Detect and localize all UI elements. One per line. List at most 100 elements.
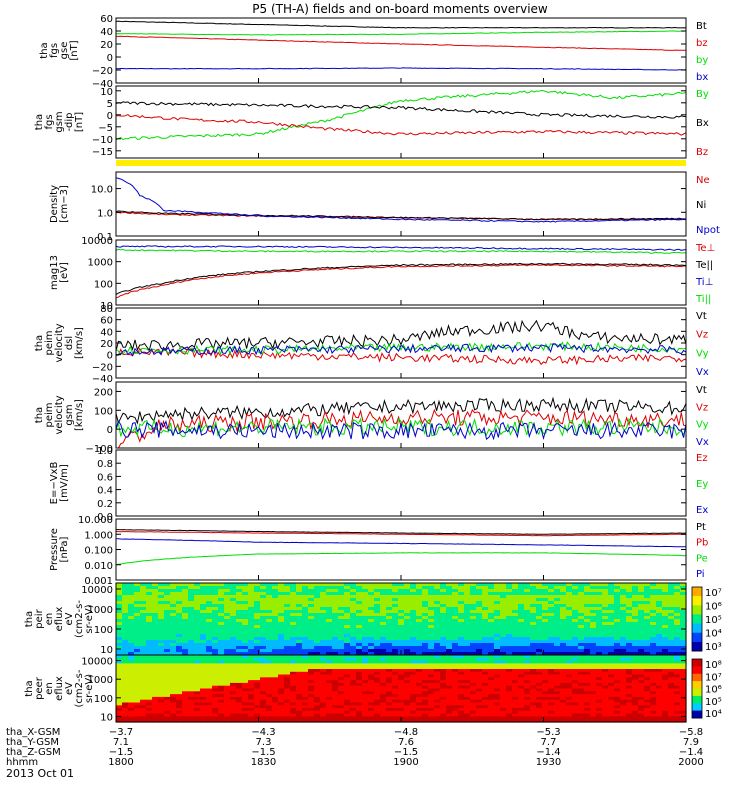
heatmap-cell: [146, 598, 153, 602]
heatmap-cell: [332, 622, 339, 626]
heatmap-cell: [308, 666, 315, 670]
heatmap-cell: [128, 688, 135, 692]
heatmap-cell: [650, 643, 657, 647]
heatmap-cell: [632, 601, 639, 605]
heatmap-cell: [494, 710, 501, 715]
heatmap-cell: [506, 637, 513, 641]
heatmap-cell: [266, 669, 273, 673]
heatmap-cell: [350, 640, 357, 644]
heatmap-cell: [218, 680, 225, 684]
y-tick-label: −20: [92, 66, 113, 77]
heatmap-cell: [584, 619, 591, 623]
heatmap-cell: [464, 598, 471, 602]
heatmap-cell: [506, 589, 513, 593]
heatmap-cell: [314, 699, 321, 704]
heatmap-cell: [140, 705, 147, 709]
heatmap-cell: [476, 649, 483, 653]
heatmap-cell: [530, 634, 537, 638]
heatmap-cell: [392, 631, 399, 635]
heatmap-cell: [506, 666, 513, 670]
heatmap-cell: [386, 598, 393, 602]
heatmap-cell: [152, 669, 159, 673]
heatmap-cell: [308, 631, 315, 635]
date-label: 2013 Oct 01: [6, 767, 74, 780]
heatmap-cell: [524, 685, 531, 690]
heatmap-cell: [338, 688, 345, 692]
heatmap-cell: [626, 660, 633, 664]
heatmap-cell: [542, 625, 549, 629]
heatmap-cell: [374, 613, 381, 617]
heatmap-cell: [122, 643, 129, 647]
y-axis-label: velocity: [54, 395, 65, 434]
heatmap-cell: [608, 716, 615, 720]
heatmap-cell: [548, 682, 555, 687]
legend-Vz: Vz: [696, 402, 708, 413]
heatmap-cell: [614, 674, 621, 678]
heatmap-cell: [416, 604, 423, 608]
heatmap-cell: [386, 610, 393, 614]
heatmap-cell: [548, 710, 555, 715]
heatmap-cell: [326, 705, 333, 709]
heatmap-cell: [362, 583, 369, 587]
heatmap-cell: [626, 691, 633, 695]
heatmap-cell: [644, 592, 651, 596]
heatmap-cell: [152, 586, 159, 590]
heatmap-cell: [422, 637, 429, 641]
heatmap-cell: [248, 628, 255, 632]
heatmap-cell: [230, 677, 237, 681]
heatmap-cell: [614, 657, 621, 662]
heatmap-cell: [440, 649, 447, 653]
heatmap-cell: [584, 625, 591, 629]
heatmap-cell: [650, 719, 657, 723]
heatmap-cell: [668, 677, 675, 681]
heatmap-cell: [662, 595, 669, 599]
x-axis-value: −1.5: [109, 747, 133, 758]
heatmap-cell: [266, 604, 273, 608]
heatmap-cell: [620, 646, 627, 650]
heatmap-cell: [266, 660, 273, 664]
heatmap-cell: [566, 652, 573, 656]
heatmap-cell: [152, 719, 159, 723]
heatmap-cell: [356, 628, 363, 632]
heatmap-cell: [296, 680, 303, 684]
heatmap-cell: [140, 666, 147, 670]
heatmap-cell: [272, 613, 279, 617]
heatmap-cell: [572, 610, 579, 614]
heatmap-cell: [668, 604, 675, 608]
heatmap-cell: [284, 694, 291, 698]
heatmap-cell: [278, 669, 285, 673]
heatmap-cell: [224, 708, 231, 712]
heatmap-cell: [578, 680, 585, 684]
heatmap-cell: [590, 713, 597, 717]
heatmap-cell: [530, 607, 537, 611]
heatmap-cell: [518, 708, 525, 712]
heatmap-cell: [290, 702, 297, 706]
heatmap-cell: [290, 708, 297, 712]
heatmap-cell: [278, 663, 285, 667]
heatmap-cell: [440, 669, 447, 673]
heatmap-cell: [404, 637, 411, 641]
heatmap-cell: [560, 682, 567, 687]
legend-Bt: Bt: [696, 21, 707, 32]
heatmap-cell: [176, 713, 183, 717]
heatmap-cell: [614, 616, 621, 620]
heatmap-cell: [350, 688, 357, 692]
heatmap-cell: [308, 705, 315, 709]
heatmap-cell: [518, 625, 525, 629]
heatmap-cell: [338, 685, 345, 690]
heatmap-cell: [332, 643, 339, 647]
heatmap-cell: [476, 616, 483, 620]
heatmap-cell: [344, 604, 351, 608]
y-tick-label: 40: [100, 327, 113, 338]
heatmap-cell: [272, 699, 279, 704]
heatmap-cell: [350, 716, 357, 720]
heatmap-cell: [344, 649, 351, 653]
heatmap-cell: [506, 685, 513, 690]
heatmap-cell: [158, 660, 165, 664]
heatmap-cell: [230, 716, 237, 720]
heatmap-cell: [194, 666, 201, 670]
heatmap-cell: [620, 671, 627, 676]
heatmap-cell: [164, 713, 171, 717]
heatmap-cell: [314, 613, 321, 617]
heatmap-cell: [524, 616, 531, 620]
